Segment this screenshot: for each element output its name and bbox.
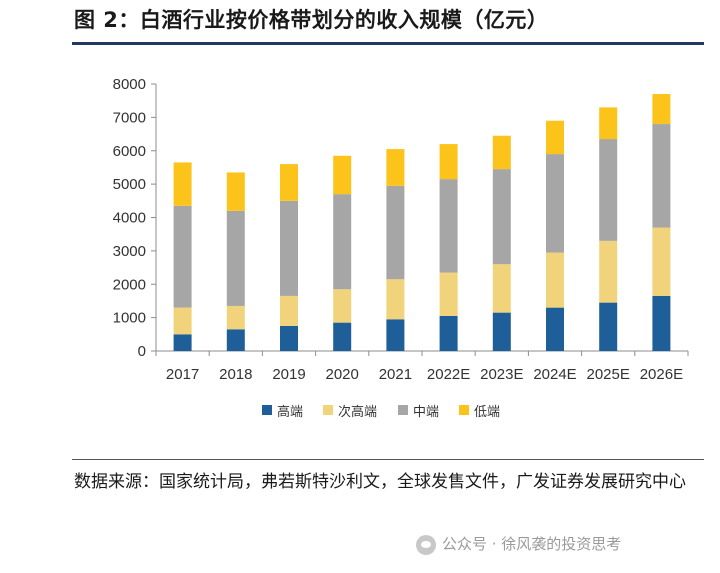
bar-segment bbox=[599, 302, 618, 351]
bar-segment bbox=[439, 179, 458, 273]
bar-segment bbox=[546, 252, 564, 308]
bar-segment bbox=[333, 322, 352, 351]
bar-segment bbox=[173, 334, 192, 351]
bar-segment bbox=[652, 295, 671, 351]
x-tick-label: 2020 bbox=[326, 366, 359, 383]
legend: 高端 次高端 中端 低端 bbox=[262, 404, 500, 420]
source-note: 数据来源：国家统计局，弗若斯特沙利文，全球发售文件，广发证券发展研究中心 bbox=[74, 472, 686, 492]
bar-segment bbox=[546, 120, 564, 155]
y-tick-label: 4000 bbox=[113, 210, 146, 227]
bar-segment bbox=[439, 144, 458, 180]
bar-segment bbox=[280, 325, 298, 351]
bar-segment bbox=[386, 149, 405, 186]
x-axis: 2017 2018 2019 2020 2021 2022E 2023E 2024E 2025E… bbox=[155, 350, 689, 383]
wechat-icon bbox=[416, 534, 436, 555]
watermark: 公众号 · 徐风袭的投资思考 bbox=[416, 533, 621, 555]
bar-series bbox=[173, 94, 671, 351]
x-tick-label: 2023E bbox=[480, 366, 523, 383]
bar-segment bbox=[546, 307, 564, 351]
legend-swatch bbox=[262, 405, 272, 415]
bar-segment bbox=[280, 200, 298, 296]
x-tick-label: 2019 bbox=[272, 366, 305, 383]
x-tick-label: 2018 bbox=[219, 366, 252, 383]
bar-segment bbox=[599, 139, 618, 241]
bar-segment bbox=[333, 155, 352, 195]
x-tick-label: 2025E bbox=[587, 366, 630, 383]
y-tick-label: 6000 bbox=[113, 143, 146, 160]
bar-segment bbox=[386, 319, 405, 351]
x-tick-label: 2024E bbox=[533, 366, 576, 383]
bar-segment bbox=[280, 295, 298, 326]
bar-segment bbox=[226, 210, 245, 306]
x-tick-label: 2017 bbox=[166, 366, 199, 383]
bar-segment bbox=[280, 164, 298, 201]
legend-label: 高端 bbox=[277, 404, 303, 420]
bar-segment bbox=[173, 205, 192, 308]
bar-segment bbox=[386, 185, 405, 280]
bar-segment bbox=[546, 154, 564, 253]
bar-segment bbox=[652, 94, 671, 125]
bar-segment bbox=[333, 289, 352, 323]
legend-label: 中端 bbox=[413, 405, 439, 420]
title-rule bbox=[72, 42, 704, 45]
bar-segment bbox=[492, 135, 511, 170]
bar-segment bbox=[599, 240, 618, 303]
y-tick-label: 8000 bbox=[113, 76, 146, 93]
y-tick-label: 2000 bbox=[113, 276, 146, 293]
bar-segment bbox=[652, 124, 671, 228]
legend-label: 低端 bbox=[474, 405, 500, 420]
legend-swatch bbox=[323, 405, 333, 415]
bar-segment bbox=[439, 272, 458, 316]
bar-segment bbox=[439, 315, 458, 351]
y-tick-label: 0 bbox=[138, 343, 146, 360]
bar-segment bbox=[173, 307, 192, 335]
bar-segment bbox=[333, 194, 352, 290]
figure-title: 图 2：白酒行业按价格带划分的收入规模（亿元） bbox=[74, 8, 549, 32]
bar-segment bbox=[226, 305, 245, 330]
y-tick-label: 1000 bbox=[113, 310, 146, 327]
bar-segment bbox=[492, 169, 511, 265]
bar-segment bbox=[386, 279, 405, 320]
bar-segment bbox=[226, 329, 245, 351]
watermark-text: 公众号 · 徐风袭的投资思考 bbox=[442, 535, 622, 553]
source-rule bbox=[72, 459, 704, 460]
bar-segment bbox=[173, 162, 192, 206]
y-axis: 0 1000 2000 3000 4000 5000 6000 7000 8000 bbox=[113, 76, 157, 360]
y-tick-label: 5000 bbox=[113, 176, 146, 193]
x-tick-label: 2026E bbox=[640, 366, 683, 383]
y-tick-label: 7000 bbox=[113, 109, 146, 126]
bar-segment bbox=[652, 227, 671, 296]
legend-label: 次高端 bbox=[338, 404, 377, 420]
bar-segment bbox=[492, 264, 511, 313]
bar-segment bbox=[226, 172, 245, 211]
bar-segment bbox=[492, 312, 511, 351]
bar-segment bbox=[599, 107, 618, 140]
legend-swatch bbox=[398, 405, 408, 415]
legend-swatch bbox=[459, 405, 469, 415]
y-tick-label: 3000 bbox=[113, 243, 146, 260]
x-tick-label: 2021 bbox=[379, 366, 412, 383]
x-tick-label: 2022E bbox=[427, 366, 470, 383]
